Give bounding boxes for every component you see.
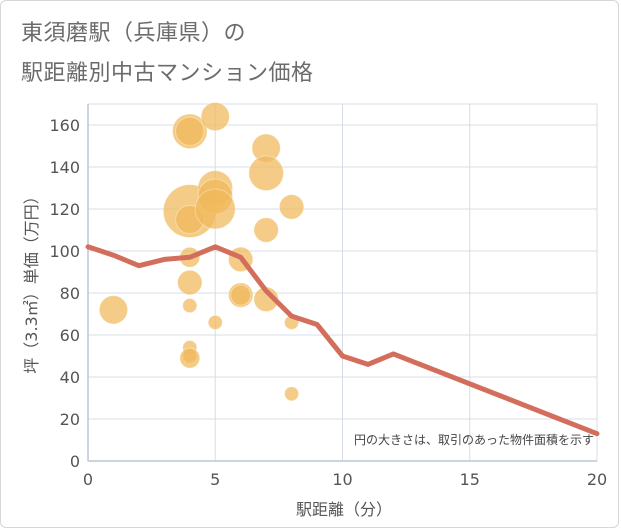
x-tick-label: 20	[587, 470, 607, 489]
y-tick-label: 80	[60, 284, 80, 303]
price-bubble	[284, 386, 300, 402]
chart-title-line-2: 駅距離別中古マンション価格	[21, 61, 314, 86]
price-bubble	[207, 314, 223, 330]
bubble-layer	[98, 101, 305, 402]
average-price-line	[85, 244, 600, 437]
grid-layer	[87, 103, 598, 462]
y-tick-label: 20	[60, 410, 80, 429]
tick-label-layer: 0 20 40 60 80 100 120 140 160 0 5 10 15 20	[49, 116, 607, 489]
price-bubble	[175, 116, 205, 146]
price-bubble	[179, 347, 201, 369]
y-tick-label: 140	[49, 158, 80, 177]
line-layer	[85, 244, 600, 437]
price-bubble	[194, 188, 236, 230]
y-tick-label: 160	[49, 116, 80, 135]
x-tick-label: 0	[83, 470, 93, 489]
x-axis-label: 駅距離（分）	[296, 500, 392, 519]
y-axis-label: 坪（3.3㎡）単価（万円）	[22, 188, 41, 373]
y-tick-label: 60	[60, 326, 80, 345]
price-bubble	[253, 217, 279, 243]
price-bubble	[200, 101, 230, 132]
y-tick-label: 0	[70, 452, 80, 471]
price-bubble	[248, 155, 284, 192]
price-bubble	[278, 194, 305, 220]
chart-title-line-1: 東須磨駅（兵庫県）の	[21, 21, 247, 46]
x-tick-label: 10	[332, 470, 352, 489]
y-tick-label: 100	[49, 242, 80, 261]
x-tick-label: 5	[210, 470, 220, 489]
price-bubble	[177, 269, 203, 296]
price-bubble	[98, 295, 129, 325]
bubble-size-note: 円の大きさは、取引のあった物件面積を示す	[354, 432, 594, 447]
y-tick-label: 40	[60, 368, 80, 387]
price-bubble	[182, 298, 198, 314]
x-tick-label: 15	[460, 470, 480, 489]
y-tick-label: 120	[49, 200, 80, 219]
price-bubble	[230, 284, 252, 306]
